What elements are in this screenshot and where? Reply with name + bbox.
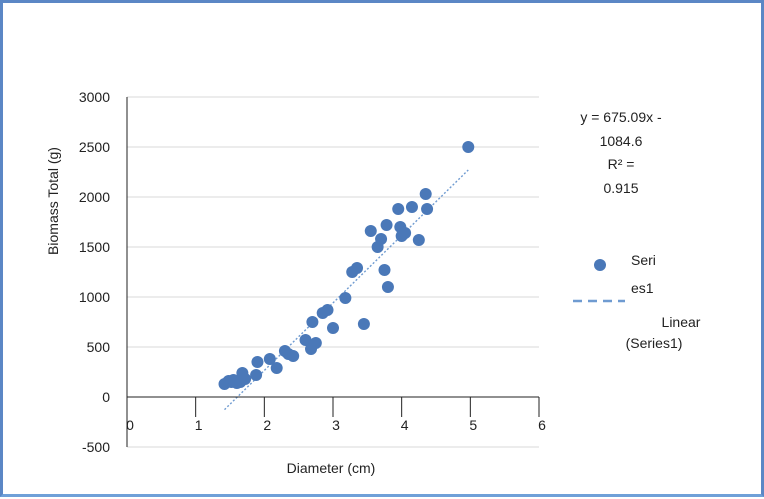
y-tick-label: 500: [87, 339, 111, 355]
axes: [126, 97, 540, 447]
data-point: [380, 219, 393, 231]
data-point: [351, 262, 364, 274]
y-tick-label: 0: [102, 389, 110, 405]
x-tick-label: 1: [195, 417, 203, 433]
data-point: [378, 264, 391, 276]
data-point: [405, 201, 418, 213]
data-point: [412, 234, 425, 246]
legend-series-text-line: Seri: [631, 252, 656, 268]
data-point: [392, 203, 405, 215]
data-points: [218, 141, 475, 390]
equation-line: 0.915: [603, 180, 638, 196]
data-point: [251, 356, 264, 368]
x-tick-label: 4: [401, 417, 409, 433]
equation-line: R² =: [608, 156, 635, 172]
gridlines: [127, 96, 539, 448]
x-axis-title: Diameter (cm): [287, 460, 376, 476]
y-tick-labels: -500 0 500 1000 1500 2000 2500 3000: [79, 89, 110, 455]
data-point: [239, 373, 252, 385]
data-point: [399, 227, 412, 239]
x-tick-label: 6: [538, 417, 546, 433]
data-point: [419, 188, 432, 200]
data-point: [321, 304, 334, 316]
data-point: [250, 369, 263, 381]
y-tick-label: 3000: [79, 89, 110, 105]
legend-series-text-line: es1: [631, 280, 654, 296]
y-tick-label: 1500: [79, 239, 110, 255]
scatter-chart: -500 0 500 1000 1500 2000 2500 3000 0 1 2 3 4 5 6 Bio…: [45, 89, 701, 476]
data-point: [306, 316, 319, 328]
data-point: [381, 281, 394, 293]
data-point: [299, 334, 312, 346]
y-tick-label: 2000: [79, 189, 110, 205]
y-tick-label: 2500: [79, 139, 110, 155]
data-point: [364, 225, 377, 237]
legend: Seri es1 Linear (Series1): [573, 252, 701, 351]
x-tick-label: 0: [126, 417, 134, 433]
x-tick-label: 2: [263, 417, 271, 433]
legend-label-series1: Seri es1: [631, 252, 656, 296]
legend-marker-series1: [594, 259, 606, 271]
data-point: [270, 362, 283, 374]
data-point: [309, 337, 322, 349]
legend-label-linear: Linear (Series1): [626, 314, 701, 351]
data-point: [357, 318, 370, 330]
y-axis-title: Biomass Total (g): [45, 147, 61, 255]
data-point: [327, 322, 339, 334]
data-point: [375, 233, 388, 245]
x-tick-label: 5: [469, 417, 477, 433]
y-tick-label: 1000: [79, 289, 110, 305]
legend-linear-text-line: (Series1): [626, 335, 683, 351]
data-point: [263, 353, 276, 365]
data-point: [421, 203, 434, 215]
data-point: [287, 350, 300, 362]
equation-line: y = 675.09x -: [580, 109, 662, 125]
trendline-equation: y = 675.09x - 1084.6 R² = 0.915: [580, 109, 662, 196]
y-tick-label: -500: [82, 439, 110, 455]
data-point: [462, 141, 475, 153]
data-point: [339, 292, 352, 304]
x-tick-label: 3: [332, 417, 340, 433]
x-tick-labels: 0 1 2 3 4 5 6: [126, 417, 546, 433]
equation-line: 1084.6: [600, 133, 643, 149]
legend-linear-text-line: Linear: [662, 314, 701, 330]
